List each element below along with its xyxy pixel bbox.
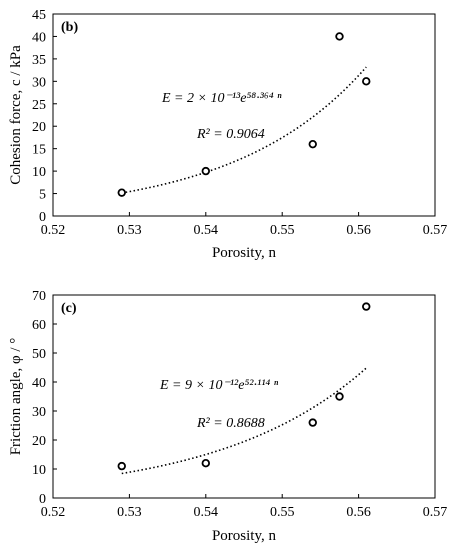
y-tick-label: 40 (32, 376, 46, 391)
data-point (201, 459, 210, 468)
x-tick-label: 0.55 (270, 223, 295, 238)
y-tick-label: 70 (32, 289, 46, 304)
y-tick-label: 30 (32, 405, 46, 420)
y-tick-label: 0 (39, 210, 46, 225)
data-point (335, 32, 344, 41)
y-tick-label: 5 (39, 188, 46, 203)
x-tick-label: 0.52 (41, 505, 66, 520)
y-tick-label: 10 (32, 165, 46, 180)
r-squared: R² = 0.8688 (196, 416, 265, 431)
trend-equation: E = 2 × 10⁻¹³e⁵⁸·³⁶⁴ ⁿ (161, 91, 282, 106)
panel-label: (b) (61, 20, 78, 35)
x-axis-label: Porosity, n (212, 245, 277, 261)
y-tick-label: 0 (39, 492, 46, 507)
trend-equation: E = 9 × 10⁻¹²e⁵²·¹¹⁴ ⁿ (159, 378, 279, 393)
y-tick-label: 25 (32, 98, 46, 113)
y-tick-label: 30 (32, 75, 46, 90)
data-point (308, 139, 317, 149)
chart-panel-1: 0.52 0.53 0.54 0.55 0.56 0.57 0 10 20 30 40 50 60 70 P… (8, 289, 447, 544)
data-point (201, 166, 210, 176)
y-tick-label: 15 (32, 143, 46, 158)
plot-frame (52, 13, 436, 217)
chart-panel-0: 0.52 0.53 0.54 0.55 0.56 0.57 0 5 10 15 20 25 30 35 40… (8, 8, 447, 261)
x-tick-label: 0.54 (194, 505, 219, 520)
y-axis-label: Cohesion force, c / kPa (8, 45, 24, 185)
y-tick-label: 40 (32, 30, 46, 45)
x-tick-label: 0.52 (41, 223, 66, 238)
y-tick-label: 60 (32, 318, 46, 333)
data-point (117, 461, 126, 471)
r-squared: R² = 0.9064 (196, 127, 265, 142)
y-tick-label: 20 (32, 120, 46, 135)
y-tick-label: 20 (32, 434, 46, 449)
data-point (362, 302, 371, 311)
y-tick-label: 45 (32, 8, 46, 23)
x-axis-label: Porosity, n (212, 528, 277, 544)
plot-frame (52, 294, 436, 499)
x-tick-label: 0.55 (270, 505, 295, 520)
x-tick-label: 0.53 (117, 505, 142, 520)
x-tick-label: 0.57 (423, 505, 448, 520)
y-tick-label: 10 (32, 463, 46, 478)
x-tick-label: 0.54 (194, 223, 219, 238)
x-tick-label: 0.57 (423, 223, 448, 238)
data-point (117, 188, 126, 197)
y-tick-label: 50 (32, 347, 46, 362)
y-axis-label: Friction angle, φ / ° (8, 338, 24, 456)
x-tick-label: 0.53 (117, 223, 142, 238)
data-point (308, 418, 317, 427)
x-tick-label: 0.56 (346, 505, 371, 520)
data-point (362, 77, 371, 86)
data-point (335, 392, 344, 401)
panel-label: (c) (61, 301, 77, 316)
y-tick-label: 35 (32, 53, 46, 68)
x-tick-label: 0.56 (346, 223, 371, 238)
